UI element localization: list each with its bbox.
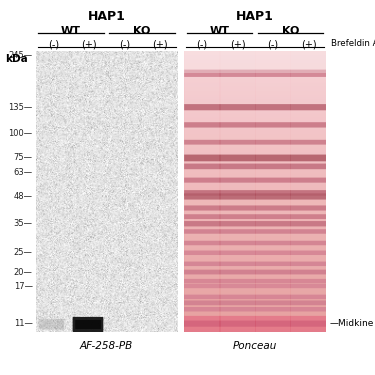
FancyBboxPatch shape: [184, 214, 326, 219]
Text: kDa: kDa: [6, 54, 28, 64]
FancyBboxPatch shape: [184, 190, 326, 196]
Text: AF-258-PB: AF-258-PB: [80, 341, 133, 351]
FancyBboxPatch shape: [184, 164, 326, 169]
FancyBboxPatch shape: [184, 104, 326, 110]
FancyBboxPatch shape: [184, 194, 326, 200]
FancyBboxPatch shape: [184, 221, 326, 226]
Text: 35—: 35—: [13, 219, 33, 228]
Text: (-): (-): [267, 39, 279, 50]
Text: 135—: 135—: [8, 103, 33, 112]
Bar: [220, 51, 255, 332]
Text: 20—: 20—: [14, 267, 33, 276]
FancyBboxPatch shape: [184, 300, 326, 305]
Text: (-): (-): [119, 39, 130, 50]
Text: 25—: 25—: [14, 248, 33, 257]
Text: KO: KO: [134, 26, 151, 36]
Text: 48—: 48—: [13, 192, 33, 201]
FancyBboxPatch shape: [184, 251, 326, 255]
Bar: [185, 51, 219, 332]
Text: Ponceau: Ponceau: [233, 341, 278, 351]
Text: WT: WT: [61, 26, 81, 36]
Text: (+): (+): [81, 39, 97, 50]
FancyBboxPatch shape: [184, 262, 326, 266]
Text: 75—: 75—: [13, 153, 33, 162]
FancyBboxPatch shape: [184, 284, 326, 288]
FancyBboxPatch shape: [184, 295, 326, 299]
FancyBboxPatch shape: [184, 307, 326, 312]
FancyBboxPatch shape: [73, 317, 104, 332]
Text: (+): (+): [301, 39, 316, 50]
FancyBboxPatch shape: [184, 241, 326, 245]
Bar: [291, 51, 326, 332]
Bar: [256, 51, 290, 332]
FancyBboxPatch shape: [184, 206, 326, 210]
FancyBboxPatch shape: [184, 178, 326, 183]
FancyBboxPatch shape: [184, 270, 326, 274]
Text: 17—: 17—: [13, 282, 33, 291]
Bar: [220, 51, 255, 332]
Text: HAP1: HAP1: [236, 10, 274, 24]
Text: 100—: 100—: [9, 129, 33, 138]
FancyBboxPatch shape: [184, 122, 326, 128]
Text: (-): (-): [48, 39, 59, 50]
Text: 245—: 245—: [9, 51, 33, 60]
Text: WT: WT: [210, 26, 230, 36]
Text: (-): (-): [196, 39, 208, 50]
FancyBboxPatch shape: [184, 321, 326, 327]
Text: 11—: 11—: [14, 319, 33, 328]
Text: —Midkine: —Midkine: [329, 319, 374, 328]
FancyBboxPatch shape: [184, 316, 326, 332]
FancyBboxPatch shape: [184, 140, 326, 145]
FancyBboxPatch shape: [39, 319, 64, 330]
Bar: [184, 51, 220, 332]
Text: (+): (+): [152, 39, 168, 50]
FancyBboxPatch shape: [75, 320, 101, 329]
Bar: [291, 51, 326, 332]
FancyBboxPatch shape: [184, 279, 326, 284]
Text: HAP1: HAP1: [88, 10, 126, 24]
FancyBboxPatch shape: [184, 154, 326, 161]
FancyBboxPatch shape: [184, 70, 326, 77]
Bar: [184, 51, 326, 73]
Text: Brefeldin A: Brefeldin A: [331, 39, 375, 48]
Text: KO: KO: [282, 26, 300, 36]
Bar: [255, 51, 291, 332]
Text: (+): (+): [230, 39, 245, 50]
Text: 63—: 63—: [13, 168, 33, 177]
FancyBboxPatch shape: [184, 229, 326, 234]
